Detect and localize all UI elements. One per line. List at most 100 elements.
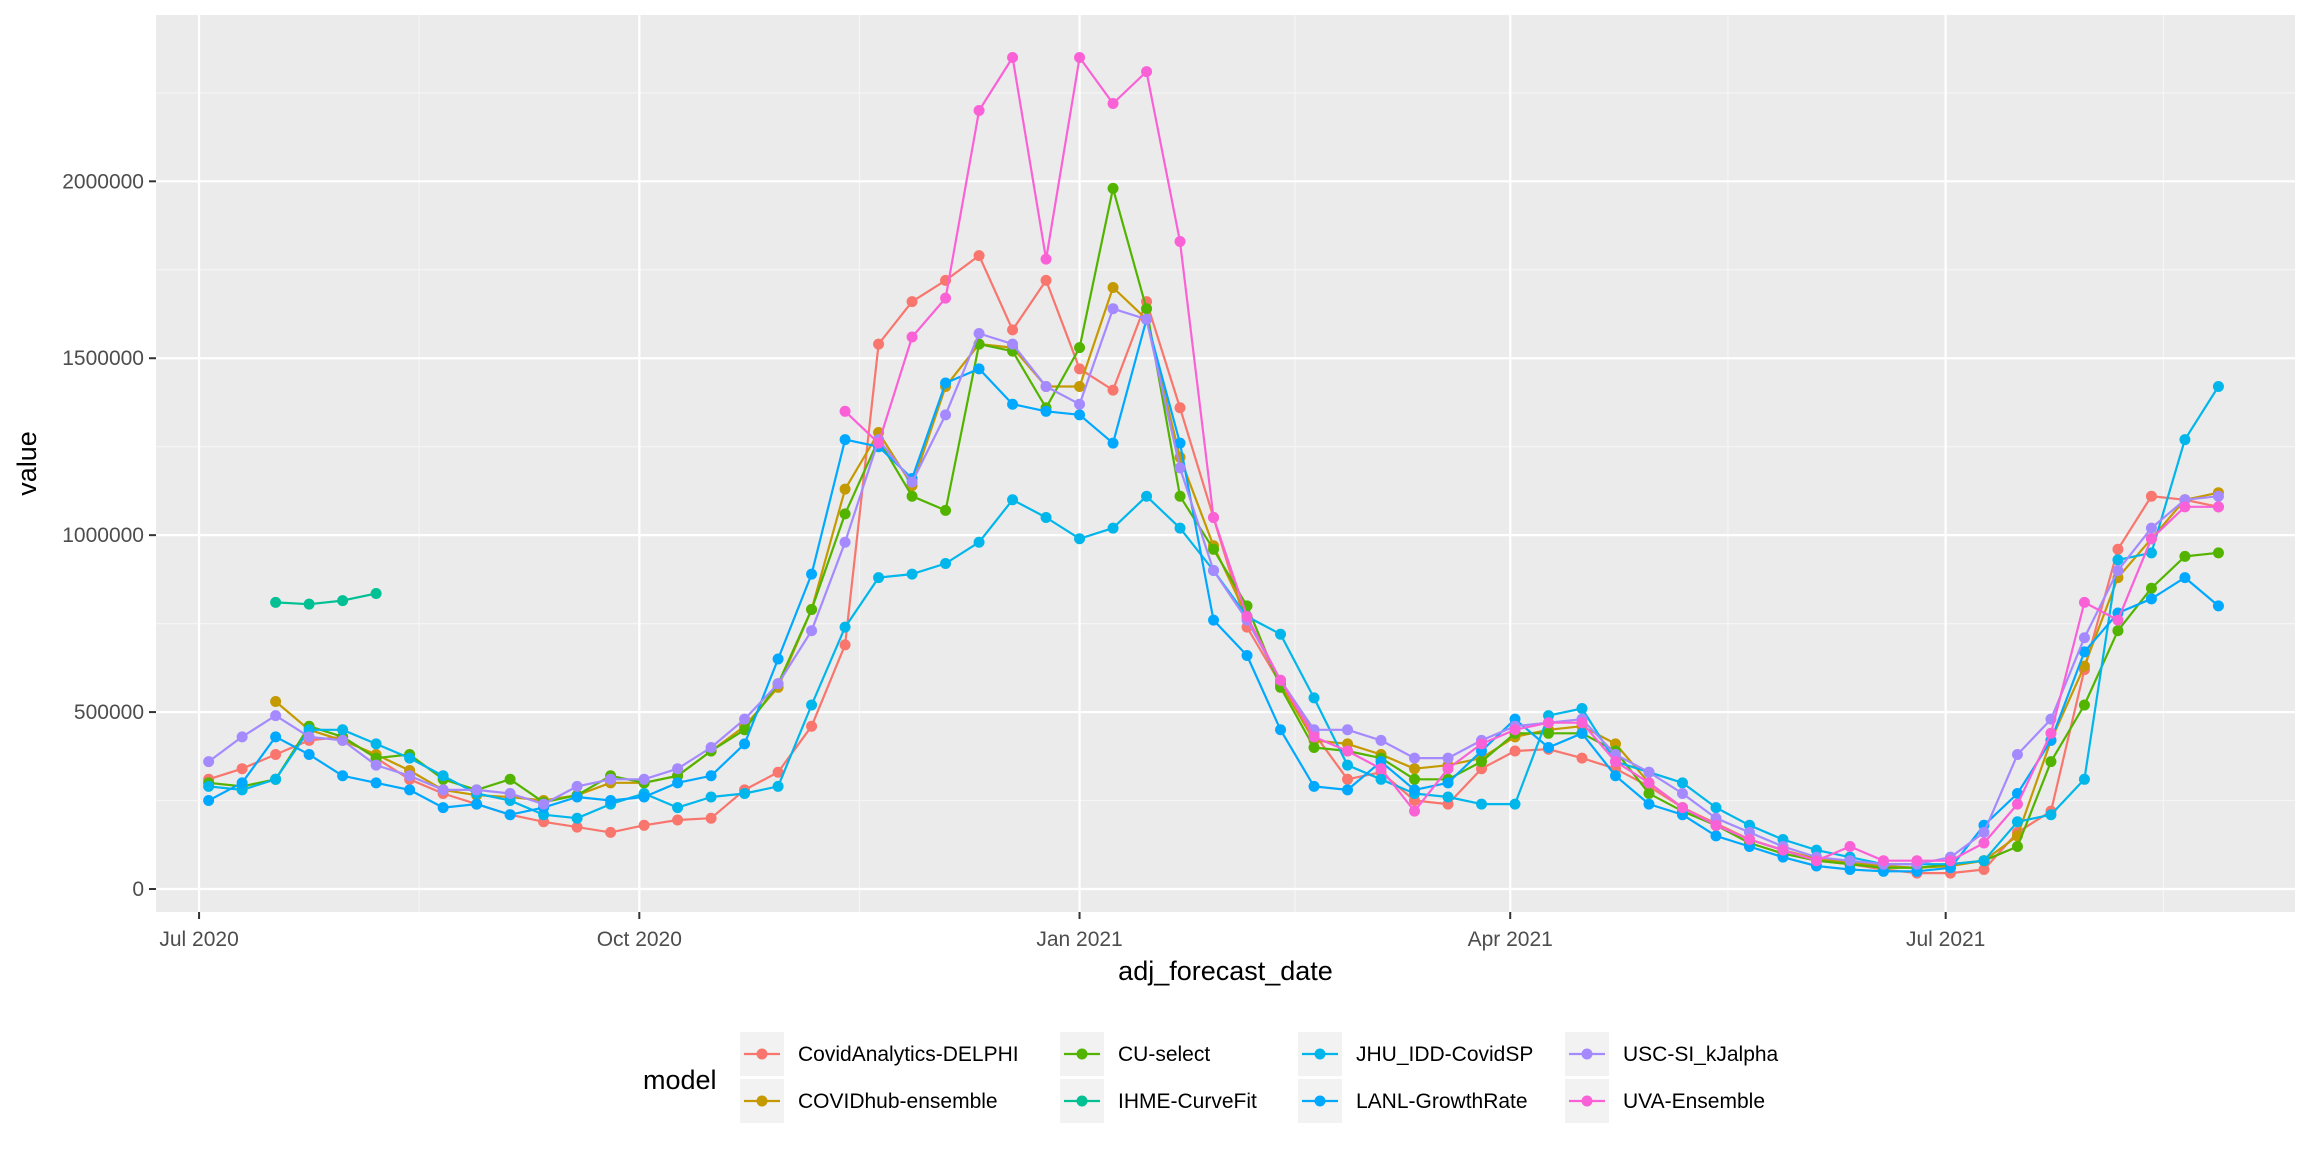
x-tick-label: Jul 2020 bbox=[159, 928, 238, 951]
data-point bbox=[1643, 798, 1655, 810]
legend-item-IHME-CurveFit: IHME-CurveFit bbox=[1060, 1079, 1257, 1123]
data-point bbox=[2112, 625, 2124, 637]
data-point bbox=[1208, 543, 1220, 555]
data-point bbox=[571, 791, 583, 803]
y-tick-label: 2000000 bbox=[62, 170, 144, 193]
data-point bbox=[2179, 434, 2191, 446]
data-point bbox=[1174, 437, 1186, 449]
series-line bbox=[275, 592, 377, 606]
data-point bbox=[839, 483, 851, 495]
data-point bbox=[1543, 717, 1555, 729]
data-point bbox=[1844, 855, 1856, 867]
data-point bbox=[1978, 837, 1990, 849]
series-layer bbox=[203, 51, 2224, 879]
data-point bbox=[2112, 565, 2124, 577]
data-point bbox=[1007, 398, 1019, 410]
data-point bbox=[2112, 554, 2124, 566]
legend-label: USC-SI_kJalpha bbox=[1623, 1043, 1779, 1066]
data-point bbox=[337, 770, 349, 782]
data-point bbox=[1342, 759, 1354, 771]
legend-item-CovidAnalytics-DELPHI: CovidAnalytics-DELPHI bbox=[740, 1032, 1019, 1076]
data-point bbox=[1141, 313, 1153, 325]
data-point bbox=[772, 780, 784, 792]
data-point bbox=[1442, 763, 1454, 775]
data-point bbox=[1375, 763, 1387, 775]
x-tick-label: Apr 2021 bbox=[1468, 928, 1553, 951]
data-point bbox=[973, 327, 985, 339]
data-point bbox=[303, 749, 315, 761]
data-point bbox=[1174, 235, 1186, 247]
data-point bbox=[705, 770, 717, 782]
data-point bbox=[1275, 724, 1287, 736]
data-point bbox=[1074, 381, 1086, 393]
data-point bbox=[270, 596, 282, 608]
data-point bbox=[370, 759, 382, 771]
legend-item-LANL-GrowthRate: LANL-GrowthRate bbox=[1298, 1079, 1528, 1123]
data-point bbox=[739, 724, 751, 736]
data-point bbox=[1409, 773, 1421, 785]
data-point bbox=[1409, 805, 1421, 817]
data-point bbox=[1275, 628, 1287, 640]
data-point bbox=[806, 568, 818, 580]
legend-label: CU-select bbox=[1118, 1043, 1210, 1066]
data-point bbox=[1476, 756, 1488, 768]
data-point bbox=[1308, 731, 1320, 743]
data-point bbox=[1777, 844, 1789, 856]
data-point bbox=[1107, 522, 1119, 534]
data-point bbox=[2045, 727, 2057, 739]
data-point bbox=[1543, 741, 1555, 753]
data-point bbox=[1476, 738, 1488, 750]
data-point bbox=[605, 826, 617, 838]
data-point bbox=[1174, 462, 1186, 474]
data-point bbox=[203, 780, 215, 792]
data-point bbox=[1509, 798, 1521, 810]
data-point bbox=[2145, 582, 2157, 594]
data-point bbox=[772, 653, 784, 665]
data-point bbox=[2212, 501, 2224, 513]
data-point bbox=[906, 568, 918, 580]
data-point bbox=[2078, 773, 2090, 785]
data-point bbox=[1978, 855, 1990, 867]
data-point bbox=[1810, 855, 1822, 867]
y-tick-label: 500000 bbox=[74, 701, 144, 724]
data-point bbox=[2212, 600, 2224, 612]
x-tick-label: Oct 2020 bbox=[597, 928, 682, 951]
data-point bbox=[1710, 802, 1722, 814]
data-point bbox=[471, 784, 483, 796]
data-point bbox=[1107, 437, 1119, 449]
data-point bbox=[2179, 550, 2191, 562]
data-point bbox=[538, 798, 550, 810]
data-point bbox=[1743, 833, 1755, 845]
data-point bbox=[504, 809, 516, 821]
data-point bbox=[940, 504, 952, 516]
data-point bbox=[1676, 787, 1688, 799]
data-point bbox=[638, 773, 650, 785]
data-point bbox=[1342, 745, 1354, 757]
data-point bbox=[1107, 281, 1119, 293]
data-point bbox=[973, 250, 985, 262]
data-point bbox=[1275, 674, 1287, 686]
data-point bbox=[270, 695, 282, 707]
legend-key-point bbox=[1581, 1048, 1593, 1060]
data-point bbox=[672, 763, 684, 775]
data-point bbox=[1509, 724, 1521, 736]
series-UVA-Ensemble bbox=[839, 51, 2224, 867]
data-point bbox=[940, 409, 952, 421]
data-point bbox=[739, 787, 751, 799]
data-point bbox=[1978, 826, 1990, 838]
data-point bbox=[337, 734, 349, 746]
data-point bbox=[2145, 593, 2157, 605]
data-point bbox=[906, 476, 918, 488]
data-point bbox=[1308, 741, 1320, 753]
data-point bbox=[270, 773, 282, 785]
data-point bbox=[806, 603, 818, 615]
data-point bbox=[1476, 798, 1488, 810]
data-point bbox=[1074, 342, 1086, 354]
data-point bbox=[1576, 703, 1588, 715]
data-point bbox=[772, 766, 784, 778]
data-point bbox=[1676, 777, 1688, 789]
data-point bbox=[1007, 338, 1019, 350]
data-point bbox=[1509, 745, 1521, 757]
data-point bbox=[2145, 533, 2157, 545]
data-point bbox=[1375, 773, 1387, 785]
